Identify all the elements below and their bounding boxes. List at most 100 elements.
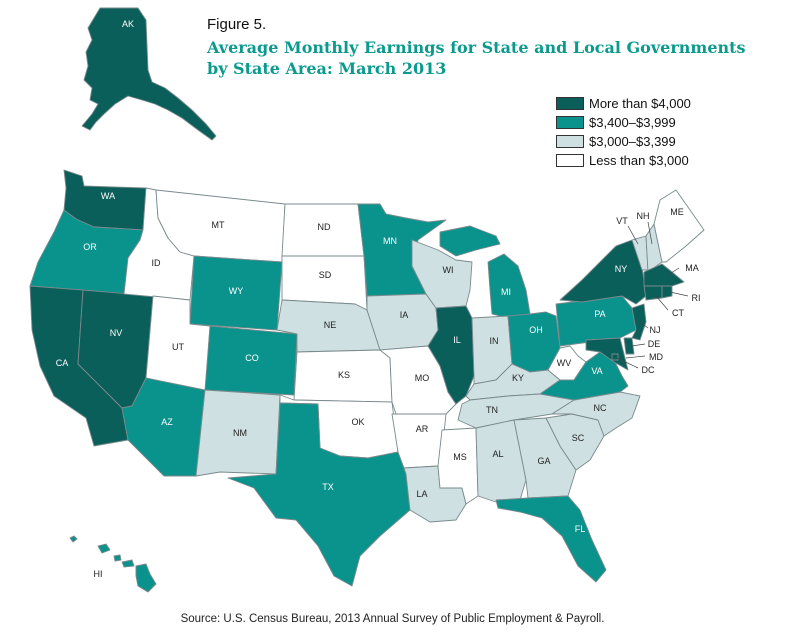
state-de — [623, 337, 635, 355]
legend-swatch-high — [556, 97, 584, 110]
leader-nh — [647, 221, 653, 245]
label-sd: SD — [319, 270, 332, 280]
label-wv: WV — [557, 358, 572, 368]
state-md — [585, 337, 629, 371]
label-me: ME — [670, 207, 684, 217]
label-nh: NH — [637, 211, 650, 221]
label-ca: CA — [56, 358, 69, 368]
label-ne: NE — [324, 320, 337, 330]
state-hi — [69, 535, 78, 543]
label-mn: MN — [383, 236, 397, 246]
label-nd: ND — [318, 222, 331, 232]
label-ny: NY — [615, 264, 628, 274]
label-ky: KY — [512, 373, 524, 383]
label-ar: AR — [416, 424, 429, 434]
label-oh: OH — [529, 325, 543, 335]
state-il — [427, 305, 475, 405]
legend-item-high: More than $4,000 — [556, 94, 691, 113]
state-nj — [631, 303, 647, 341]
label-wa: WA — [101, 191, 115, 201]
label-vt: VT — [616, 216, 628, 226]
label-dc: DC — [642, 365, 655, 375]
label-wy: WY — [229, 286, 244, 296]
label-tx: TX — [322, 482, 334, 492]
state-wi — [411, 239, 473, 309]
label-hi: HI — [94, 569, 103, 579]
source-note: Source: U.S. Census Bureau, 2013 Annual … — [180, 613, 605, 625]
label-nm: NM — [233, 428, 247, 438]
state-labels: AK HI WA OR CA NV ID MT WY UT CO AZ NM N… — [56, 19, 701, 579]
label-ma: MA — [685, 263, 699, 273]
label-md: MD — [649, 352, 663, 362]
label-az: AZ — [161, 417, 173, 427]
state-hi — [135, 563, 157, 593]
label-la: LA — [416, 489, 427, 499]
label-de: DE — [648, 339, 661, 349]
label-mi: MI — [501, 287, 511, 297]
legend-label-mid: $3,400–$3,999 — [589, 115, 676, 130]
state-ak — [81, 7, 217, 141]
legend-label-none: Less than $3,000 — [589, 153, 689, 168]
leader-nj — [639, 321, 649, 329]
label-nc: NC — [594, 403, 607, 413]
label-tn: TN — [486, 405, 498, 415]
leader-md — [625, 355, 646, 359]
figure-title-line-1: Average Monthly Earnings for State and L… — [207, 38, 746, 57]
label-nv: NV — [110, 328, 123, 338]
label-nj: NJ — [650, 325, 661, 335]
state-hi — [97, 543, 111, 554]
state-hi — [113, 554, 122, 562]
label-id: ID — [152, 258, 162, 268]
state-ct — [643, 285, 663, 301]
leader-ri — [669, 291, 689, 297]
state-tx — [227, 402, 411, 587]
state-dc — [611, 353, 619, 361]
legend-swatch-low — [556, 135, 584, 148]
leader-dc — [616, 357, 639, 369]
label-mo: MO — [415, 373, 430, 383]
state-mn — [357, 203, 447, 297]
state-nm — [195, 389, 281, 477]
state-ri — [661, 285, 673, 299]
label-al: AL — [492, 449, 503, 459]
leader-ma — [667, 267, 680, 276]
state-ia — [366, 293, 439, 351]
figure-title-line-2: by State Area: March 2013 — [207, 59, 447, 78]
label-sc: SC — [572, 433, 585, 443]
leader-vt — [627, 225, 639, 245]
label-pa: PA — [594, 309, 605, 319]
label-in: IN — [490, 336, 499, 346]
label-ga: GA — [537, 456, 550, 466]
legend-item-mid: $3,400–$3,999 — [556, 113, 691, 132]
map-legend: More than $4,000 $3,400–$3,999 $3,000–$3… — [556, 94, 691, 170]
label-mt: MT — [212, 220, 225, 230]
state-mi — [487, 253, 531, 319]
label-ia: IA — [400, 310, 409, 320]
label-ms: MS — [453, 452, 467, 462]
figure-label: Figure 5. — [207, 16, 267, 33]
label-or: OR — [83, 242, 97, 252]
label-ct: CT — [672, 308, 684, 318]
label-ok: OK — [351, 417, 364, 427]
leader-ct — [655, 295, 669, 311]
label-va: VA — [591, 366, 602, 376]
state-ny — [559, 239, 647, 305]
legend-swatch-none — [556, 154, 584, 167]
legend-item-low: $3,000–$3,399 — [556, 132, 691, 151]
state-me — [653, 189, 705, 263]
state-fl — [495, 495, 607, 583]
state-mi-upper — [439, 225, 501, 257]
figure-title: Average Monthly Earnings for State and L… — [207, 37, 777, 79]
label-il: IL — [453, 335, 461, 345]
label-ak: AK — [122, 19, 134, 29]
state-hi — [121, 559, 135, 568]
label-ks: KS — [338, 370, 350, 380]
legend-label-low: $3,000–$3,399 — [589, 134, 676, 149]
label-ut: UT — [172, 342, 184, 352]
label-ri: RI — [692, 293, 701, 303]
label-fl: FL — [575, 524, 586, 534]
leader-de — [631, 343, 646, 347]
legend-item-none: Less than $3,000 — [556, 151, 691, 170]
